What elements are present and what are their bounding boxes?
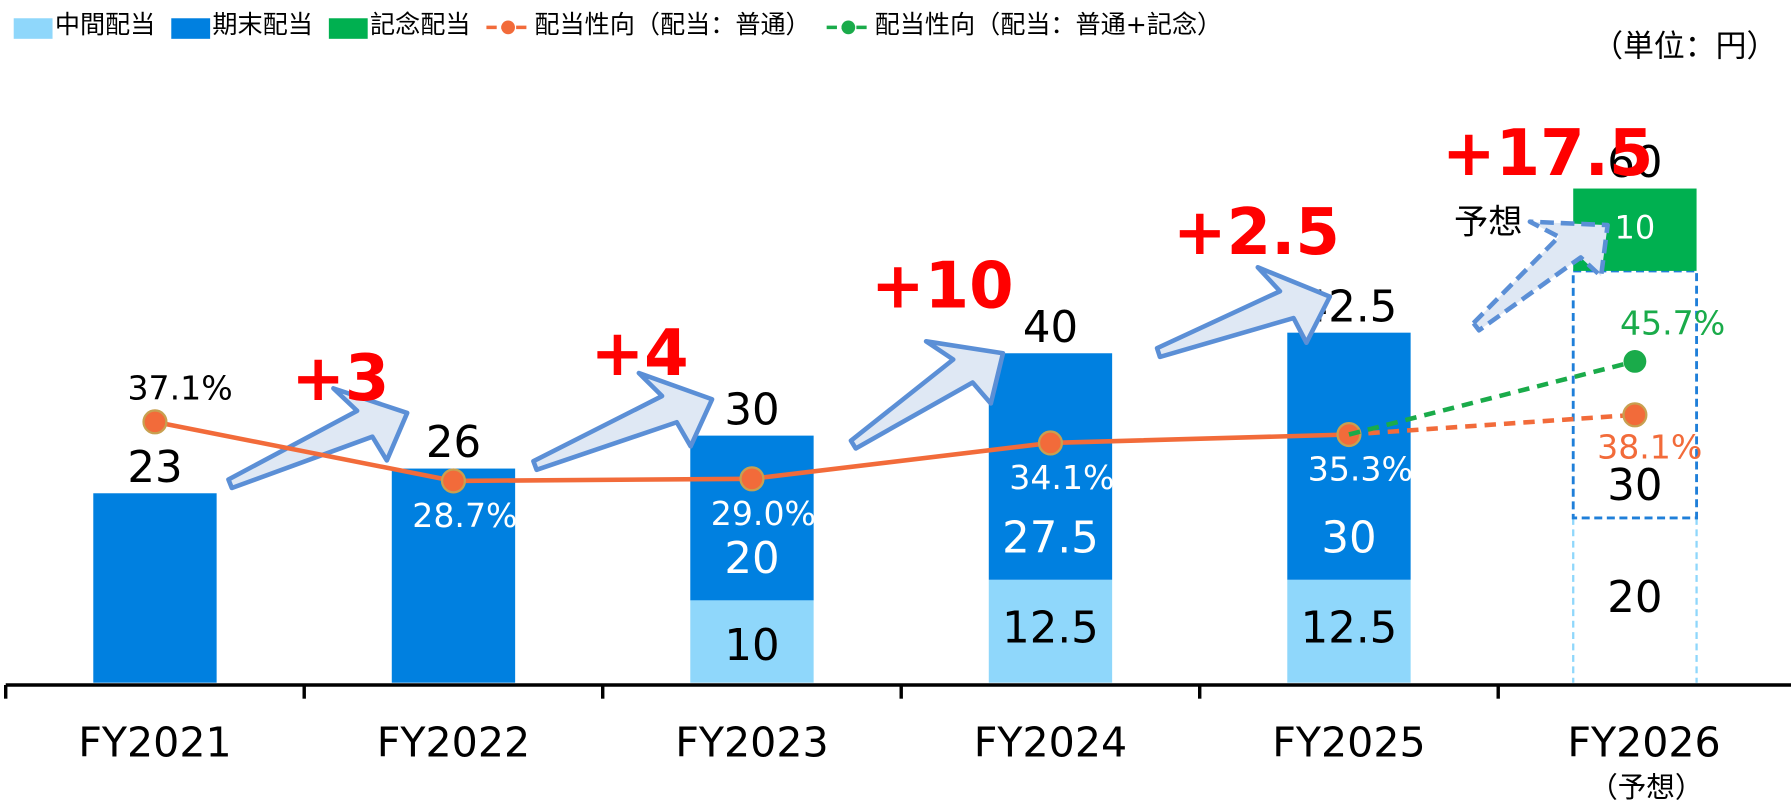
- total-label: 30: [724, 385, 779, 435]
- ratio-point: [739, 466, 765, 492]
- bar-value-label: 30: [1321, 513, 1376, 563]
- legend-swatch: [328, 18, 368, 39]
- growth-arrow: [531, 370, 715, 473]
- bar: [988, 579, 1113, 683]
- ratio-label: 37.1%: [127, 368, 232, 407]
- growth-arrow: [848, 339, 1006, 451]
- legend-label: 期末配当: [212, 10, 312, 39]
- bar-value-label: 30: [1607, 461, 1662, 511]
- increase-annotation: +10: [871, 250, 1014, 324]
- increase-annotation: +17.5: [1442, 117, 1653, 191]
- legend-label: 配当性向（配当：普通+記念）: [875, 10, 1223, 39]
- legend-swatch: [13, 18, 53, 39]
- x-tick-label: FY2021: [78, 718, 231, 766]
- total-label: 40: [1023, 303, 1078, 353]
- ratio-label: 28.7%: [412, 496, 517, 535]
- x-tick-label: FY2024: [974, 718, 1127, 766]
- category-note: （予想）: [1589, 771, 1703, 804]
- ratio-label: 29.0%: [711, 494, 816, 533]
- ratio-line: [1348, 412, 1636, 437]
- growth-arrow: [1471, 219, 1610, 333]
- ratio-point: [1037, 430, 1064, 456]
- total-label: 60: [1607, 138, 1662, 188]
- growth-arrow: [1154, 265, 1333, 360]
- ratio-point: [440, 468, 467, 494]
- x-tick-label: FY2023: [675, 718, 828, 766]
- bar: [988, 353, 1113, 580]
- bar-value-label: 20: [1607, 573, 1662, 623]
- legend-marker: [841, 20, 856, 35]
- bar: [1287, 332, 1411, 580]
- growth-arrow: [226, 386, 410, 491]
- legend-marker: [501, 20, 515, 35]
- legend-label: 中間配当: [55, 10, 155, 39]
- ratio-line: [1348, 359, 1636, 437]
- increase-annotation: +3: [291, 342, 389, 416]
- x-tick-label: FY2026: [1567, 718, 1720, 766]
- x-tick-label: FY2022: [377, 718, 530, 766]
- legend-swatch: [171, 18, 211, 39]
- bar: [690, 600, 814, 683]
- ratio-point: [142, 409, 168, 435]
- ratio-point: [1622, 402, 1648, 428]
- bar-value-label: 12.5: [1002, 604, 1099, 654]
- bar-value-label: 20: [724, 534, 779, 584]
- x-tick-label: FY2025: [1272, 718, 1425, 766]
- bar-value-label: 27.5: [1002, 513, 1099, 563]
- forecast-label: 予想: [1454, 202, 1523, 242]
- ratio-label: 45.7%: [1620, 303, 1725, 342]
- bar: [690, 435, 814, 601]
- bar: [1571, 269, 1699, 520]
- bar: [391, 468, 516, 683]
- unit-label: （単位：円）: [1592, 28, 1777, 64]
- bar: [1287, 579, 1411, 683]
- bar-value-label: 10: [1615, 209, 1656, 247]
- bar: [93, 493, 217, 683]
- ratio-label: 34.1%: [1009, 458, 1114, 497]
- legend-label: 配当性向（配当：普通）: [534, 10, 810, 39]
- total-label: 23: [127, 443, 182, 493]
- increase-annotation: +4: [591, 317, 689, 391]
- bar-value-label: 10: [724, 621, 779, 671]
- bar-value-label: 12.5: [1301, 604, 1398, 654]
- ratio-label: 38.1%: [1597, 428, 1702, 467]
- legend-label: 記念配当: [370, 10, 470, 39]
- increase-annotation: +2.5: [1173, 196, 1340, 270]
- total-label: 26: [426, 418, 481, 468]
- ratio-label: 35.3%: [1308, 450, 1413, 489]
- ratio-point: [1623, 349, 1647, 373]
